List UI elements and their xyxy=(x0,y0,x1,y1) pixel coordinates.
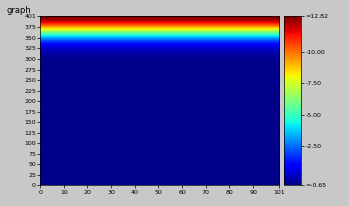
Text: graph: graph xyxy=(7,6,32,15)
